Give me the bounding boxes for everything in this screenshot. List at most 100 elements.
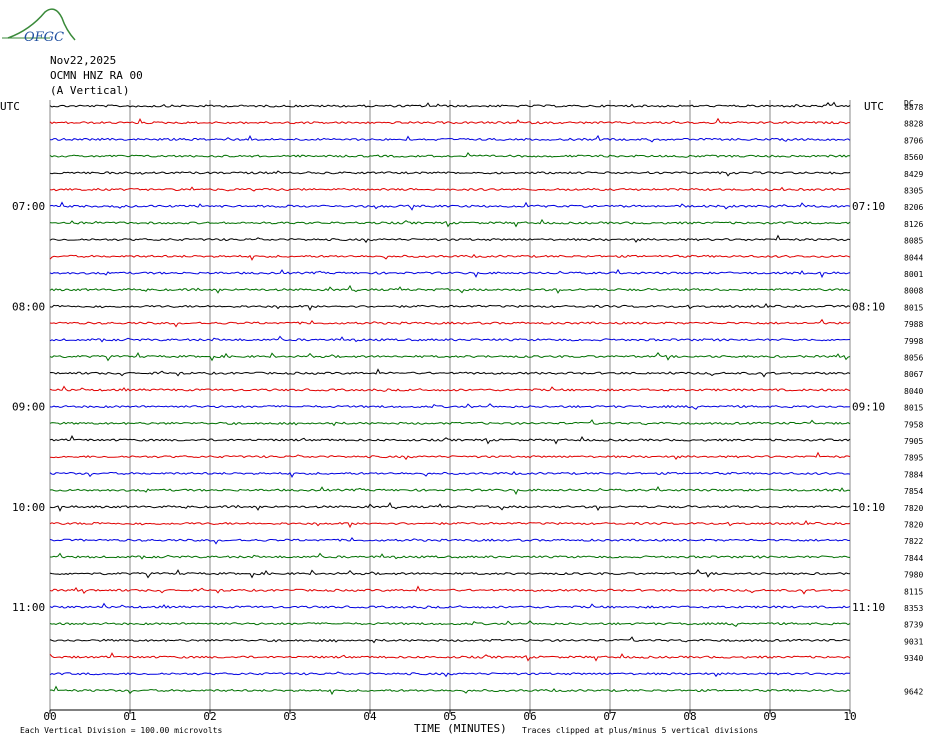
dc-value: 9031 [904, 637, 923, 646]
trace [49, 451, 851, 461]
left-tz: UTC [0, 100, 20, 113]
trace [49, 302, 851, 312]
dc-value: 8044 [904, 253, 923, 262]
trace [49, 170, 851, 177]
dc-value: 9340 [904, 654, 923, 663]
dc-value: 8429 [904, 170, 923, 179]
dc-value: 8001 [904, 270, 923, 279]
trace [49, 435, 851, 445]
trace [49, 318, 851, 328]
dc-value: 7822 [904, 537, 923, 546]
trace [49, 585, 851, 595]
dc-value: 8067 [904, 370, 923, 379]
x-tick-label: 06 [523, 710, 536, 723]
right-hour-label: 07:10 [852, 200, 885, 213]
right-hour-label: 08:10 [852, 300, 885, 313]
right-hour-label: 09:10 [852, 401, 885, 414]
trace [49, 218, 851, 228]
trace [49, 234, 851, 244]
trace [50, 552, 851, 560]
trace [49, 602, 851, 610]
dc-value: 7895 [904, 454, 923, 463]
right-hour-label: 11:10 [852, 601, 885, 614]
scale-note: Each Vertical Division = 100.00 microvol… [20, 726, 222, 735]
trace [49, 385, 851, 392]
trace [49, 685, 851, 696]
right-tz: UTC [864, 100, 884, 113]
x-tick-label: 07 [603, 710, 616, 723]
trace [49, 671, 850, 678]
trace [49, 520, 851, 529]
dc-value: 8353 [904, 604, 923, 613]
dc-value: 7844 [904, 554, 923, 563]
dc-value: 8085 [904, 237, 923, 246]
trace [49, 335, 851, 343]
right-hour-label: 10:10 [852, 501, 885, 514]
dc-value: 8206 [904, 203, 923, 212]
dc-value: 8056 [904, 354, 923, 363]
dc-value: 8115 [904, 587, 923, 596]
trace [49, 403, 851, 410]
clip-note: Traces clipped at plus/minus 5 vertical … [522, 726, 758, 735]
trace [49, 253, 851, 261]
dc-value: 8008 [904, 287, 923, 296]
x-tick-label: 02 [203, 710, 216, 723]
trace [49, 152, 851, 158]
trace [49, 351, 851, 362]
dc-value: 8126 [904, 220, 923, 229]
dc-value: 7980 [904, 571, 923, 580]
dc-value: 8739 [904, 621, 923, 630]
trace [49, 201, 851, 211]
left-hour-label: 07:00 [12, 200, 45, 213]
x-tick-label: 09 [763, 710, 776, 723]
trace [49, 486, 851, 496]
trace [49, 117, 850, 125]
x-tick-label: 10 [843, 710, 856, 723]
dc-value: 8305 [904, 187, 923, 196]
trace [49, 569, 851, 579]
x-tick-label: 01 [123, 710, 136, 723]
component: (A Vertical) [50, 84, 129, 97]
trace [49, 470, 851, 478]
dc-value: 7905 [904, 437, 923, 446]
left-hour-label: 10:00 [12, 501, 45, 514]
logo-arc [7, 8, 76, 41]
dc-value: 7958 [904, 420, 923, 429]
dc-value: 7820 [904, 521, 923, 530]
trace [49, 284, 851, 294]
date: Nov22,2025 [50, 54, 116, 67]
dc-title: DC [904, 99, 914, 108]
x-tick-label: 03 [283, 710, 296, 723]
left-hour-label: 08:00 [12, 300, 45, 313]
x-tick-label: 04 [363, 710, 377, 723]
dc-value: 7884 [904, 470, 923, 479]
trace [49, 101, 851, 108]
trace [49, 620, 851, 627]
trace [50, 134, 851, 143]
dc-value: 7998 [904, 337, 923, 346]
dc-value: 8015 [904, 303, 923, 312]
trace [49, 419, 851, 427]
x-tick-label: 00 [43, 710, 56, 723]
trace [49, 537, 851, 545]
left-hour-label: 09:00 [12, 401, 45, 414]
dc-value: 9642 [904, 688, 923, 697]
trace [49, 268, 851, 279]
trace [49, 652, 851, 662]
dc-value: 8828 [904, 120, 923, 129]
logo-text: OFGC [24, 30, 64, 45]
trace [49, 186, 851, 192]
x-axis-label: TIME (MINUTES) [414, 722, 507, 735]
dc-value: 8040 [904, 387, 923, 396]
dc-value: 7820 [904, 504, 923, 513]
dc-value: 7854 [904, 487, 923, 496]
trace [49, 501, 851, 512]
left-hour-label: 11:00 [12, 601, 45, 614]
dc-value: 7988 [904, 320, 923, 329]
dc-value: 8560 [904, 153, 923, 162]
station: OCMN HNZ RA 00 [50, 69, 143, 82]
dc-value: 8706 [904, 136, 923, 145]
trace [49, 636, 851, 644]
x-tick-label: 08 [683, 710, 696, 723]
